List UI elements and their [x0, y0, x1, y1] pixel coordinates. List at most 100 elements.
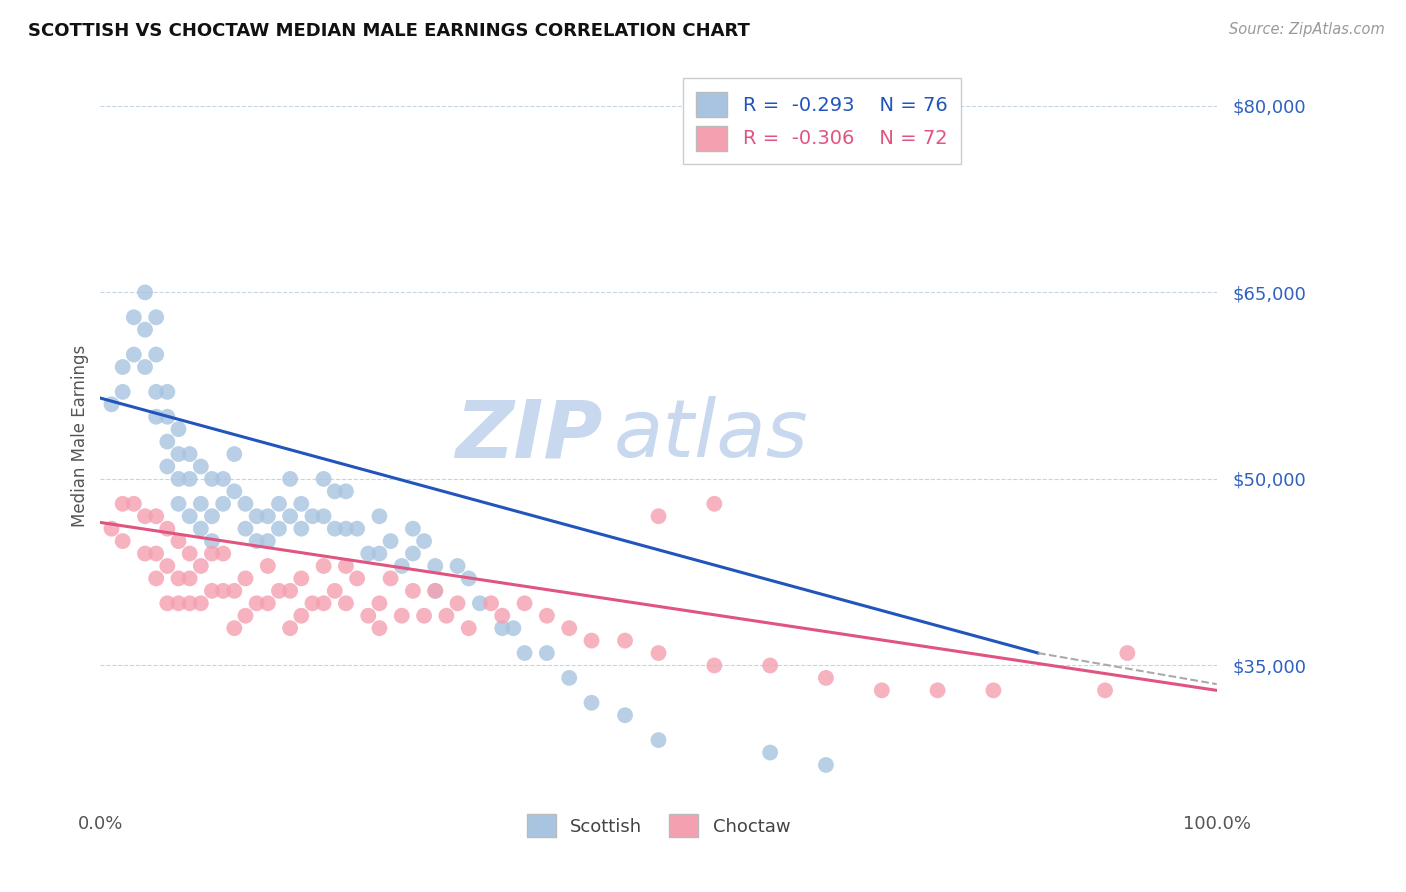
- Point: [190, 497, 212, 511]
- Point: [759, 746, 782, 760]
- Point: [134, 285, 156, 300]
- Point: [513, 646, 536, 660]
- Point: [368, 596, 391, 610]
- Text: ZIP: ZIP: [456, 396, 603, 475]
- Point: [312, 596, 335, 610]
- Point: [246, 509, 269, 524]
- Point: [335, 596, 357, 610]
- Point: [246, 534, 269, 549]
- Point: [290, 571, 312, 585]
- Point: [335, 522, 357, 536]
- Point: [558, 671, 581, 685]
- Point: [468, 596, 491, 610]
- Point: [111, 497, 134, 511]
- Point: [111, 384, 134, 399]
- Point: [235, 497, 257, 511]
- Point: [256, 509, 278, 524]
- Point: [425, 583, 447, 598]
- Point: [190, 522, 212, 536]
- Point: [357, 608, 380, 623]
- Point: [558, 621, 581, 635]
- Point: [278, 509, 301, 524]
- Point: [278, 621, 301, 635]
- Point: [167, 447, 190, 461]
- Point: [647, 646, 669, 660]
- Point: [167, 596, 190, 610]
- Point: [380, 571, 402, 585]
- Point: [179, 509, 201, 524]
- Point: [122, 347, 145, 361]
- Point: [156, 434, 179, 449]
- Point: [1094, 683, 1116, 698]
- Point: [122, 497, 145, 511]
- Point: [513, 596, 536, 610]
- Point: [100, 397, 122, 411]
- Point: [224, 484, 246, 499]
- Point: [927, 683, 949, 698]
- Point: [256, 559, 278, 574]
- Point: [212, 547, 235, 561]
- Point: [224, 583, 246, 598]
- Point: [179, 447, 201, 461]
- Point: [402, 583, 425, 598]
- Point: [235, 571, 257, 585]
- Point: [212, 497, 235, 511]
- Point: [201, 547, 224, 561]
- Point: [156, 409, 179, 424]
- Point: [425, 583, 447, 598]
- Point: [190, 559, 212, 574]
- Point: [457, 571, 479, 585]
- Point: [814, 758, 837, 772]
- Point: [111, 359, 134, 374]
- Point: [179, 596, 201, 610]
- Point: [647, 509, 669, 524]
- Point: [167, 497, 190, 511]
- Point: [156, 522, 179, 536]
- Point: [290, 497, 312, 511]
- Point: [301, 596, 323, 610]
- Point: [614, 633, 637, 648]
- Point: [190, 459, 212, 474]
- Point: [323, 522, 346, 536]
- Legend: Scottish, Choctaw: Scottish, Choctaw: [520, 807, 797, 845]
- Point: [212, 472, 235, 486]
- Point: [368, 547, 391, 561]
- Point: [759, 658, 782, 673]
- Point: [278, 472, 301, 486]
- Point: [312, 559, 335, 574]
- Point: [479, 596, 502, 610]
- Point: [346, 571, 368, 585]
- Point: [167, 472, 190, 486]
- Point: [145, 571, 167, 585]
- Point: [814, 671, 837, 685]
- Point: [224, 621, 246, 635]
- Point: [502, 621, 524, 635]
- Point: [290, 608, 312, 623]
- Point: [134, 547, 156, 561]
- Point: [413, 608, 436, 623]
- Point: [179, 571, 201, 585]
- Point: [156, 459, 179, 474]
- Point: [145, 409, 167, 424]
- Point: [323, 583, 346, 598]
- Point: [267, 522, 290, 536]
- Point: [190, 596, 212, 610]
- Point: [290, 522, 312, 536]
- Point: [145, 347, 167, 361]
- Point: [312, 472, 335, 486]
- Point: [145, 310, 167, 325]
- Point: [145, 384, 167, 399]
- Point: [536, 608, 558, 623]
- Point: [402, 547, 425, 561]
- Point: [134, 323, 156, 337]
- Text: SCOTTISH VS CHOCTAW MEDIAN MALE EARNINGS CORRELATION CHART: SCOTTISH VS CHOCTAW MEDIAN MALE EARNINGS…: [28, 22, 749, 40]
- Point: [870, 683, 893, 698]
- Point: [581, 696, 603, 710]
- Point: [301, 509, 323, 524]
- Point: [581, 633, 603, 648]
- Point: [156, 559, 179, 574]
- Point: [335, 484, 357, 499]
- Point: [491, 621, 513, 635]
- Point: [536, 646, 558, 660]
- Point: [357, 547, 380, 561]
